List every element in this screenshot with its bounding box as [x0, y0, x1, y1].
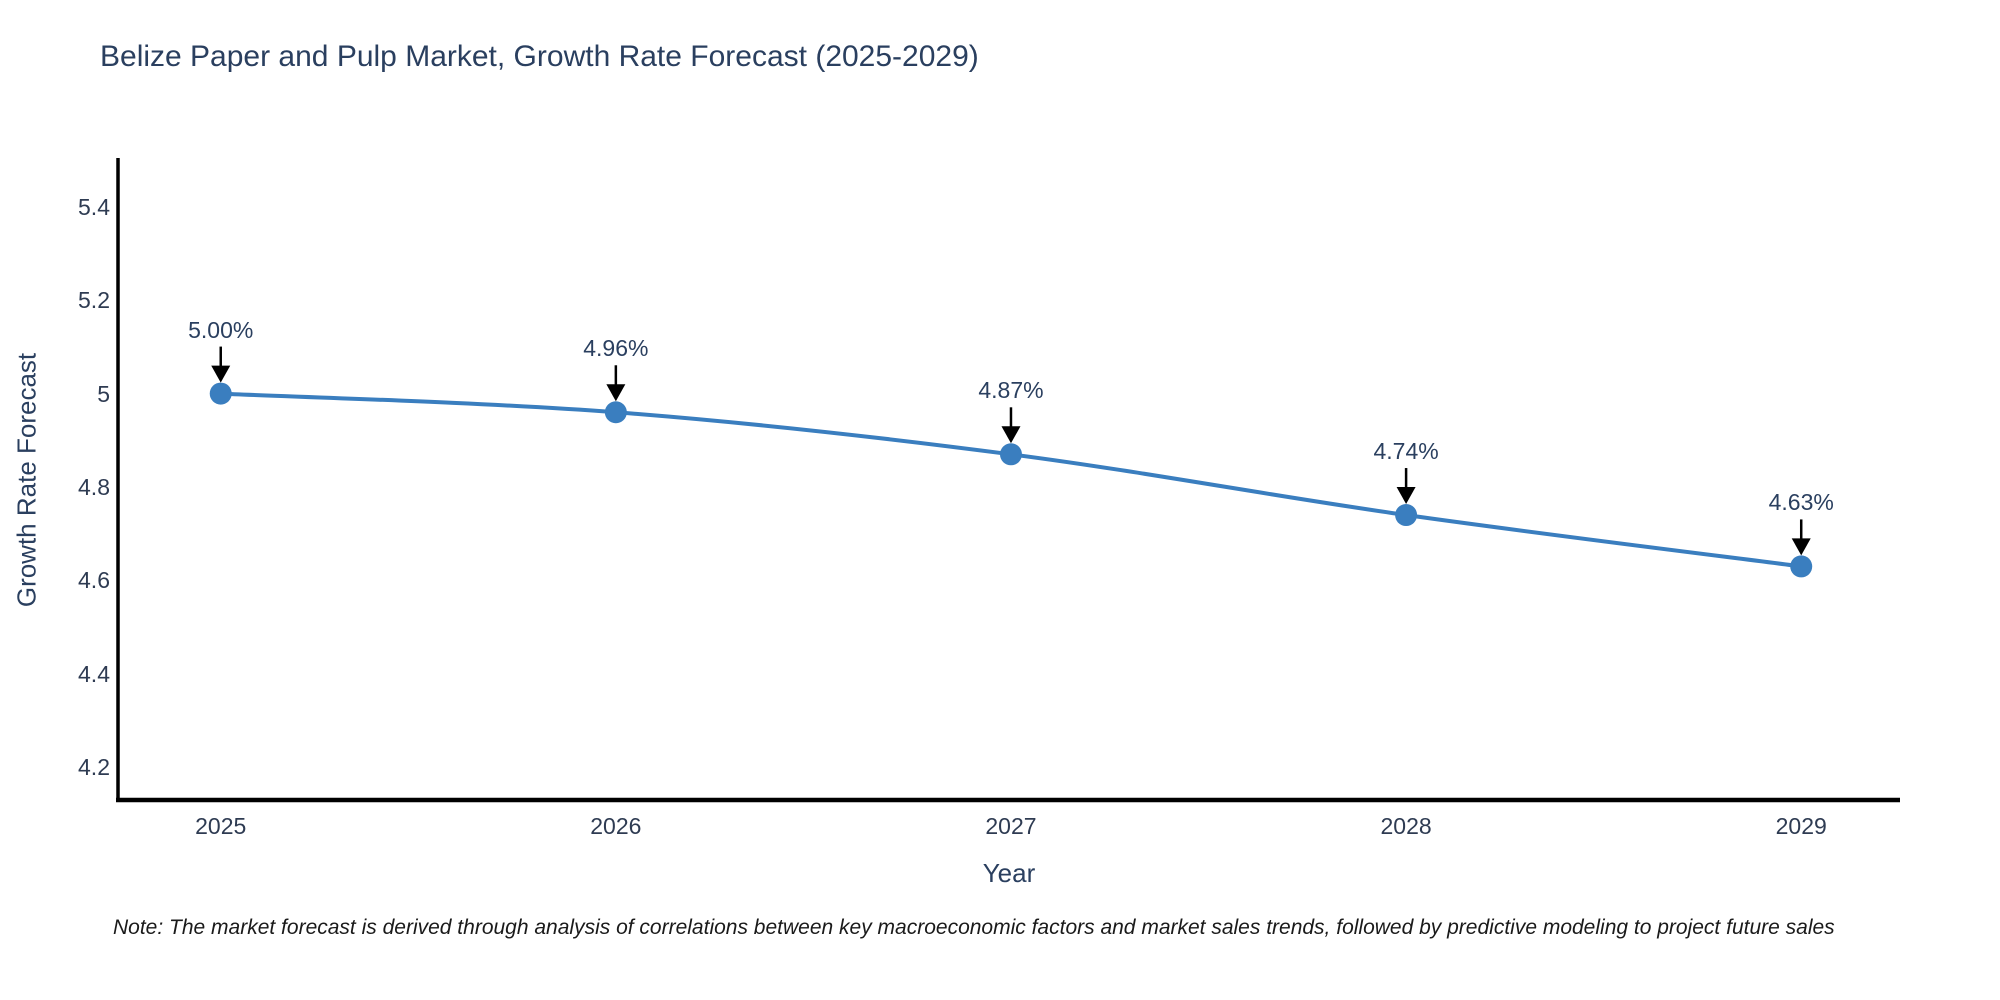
- x-tick-label: 2027: [985, 813, 1037, 839]
- y-tick-label: 5: [97, 380, 110, 407]
- point-annotation-label: 4.96%: [583, 335, 649, 362]
- x-tick-label: 2025: [195, 813, 247, 839]
- y-axis-title: Growth Rate Forecast: [11, 352, 42, 608]
- x-tick-label: 2029: [1775, 813, 1827, 839]
- annotation-arrowhead: [1791, 538, 1811, 556]
- point-annotation-label: 4.63%: [1768, 489, 1834, 516]
- y-tick-label: 4.6: [78, 567, 110, 594]
- y-tick-label: 5.4: [78, 193, 110, 220]
- point-annotation-label: 4.74%: [1373, 438, 1439, 465]
- annotation-arrowhead: [1001, 426, 1021, 444]
- point-annotation-label: 4.87%: [978, 377, 1044, 404]
- data-point-marker: [999, 443, 1022, 466]
- chart-title: Belize Paper and Pulp Market, Growth Rat…: [100, 40, 979, 73]
- x-axis-title: Year: [982, 858, 1036, 888]
- x-tick-label: 2028: [1380, 813, 1432, 839]
- annotation-arrowhead: [1396, 487, 1416, 505]
- data-point-marker: [209, 382, 232, 405]
- annotation-arrowhead: [211, 365, 231, 383]
- footnote: Note: The market forecast is derived thr…: [113, 916, 1835, 939]
- point-annotation-label: 5.00%: [188, 316, 254, 343]
- y-tick-label: 4.2: [78, 754, 110, 781]
- data-point-marker: [1790, 555, 1813, 578]
- y-tick-label: 5.2: [78, 287, 110, 314]
- annotation-arrowhead: [606, 384, 626, 402]
- data-point-marker: [1395, 504, 1418, 527]
- x-tick-label: 2026: [590, 813, 642, 839]
- y-tick-label: 4.8: [78, 474, 110, 500]
- data-point-marker: [604, 401, 627, 424]
- y-tick-label: 4.4: [78, 660, 110, 687]
